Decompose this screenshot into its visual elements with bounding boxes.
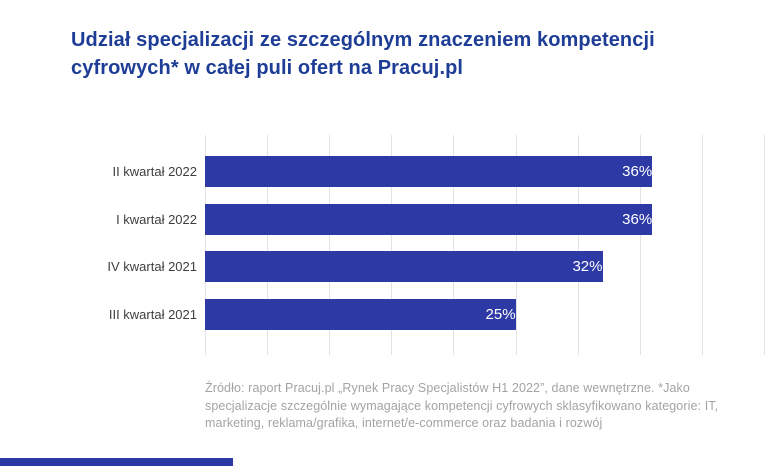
- bar-II kwartał 2022: 36%: [205, 156, 653, 187]
- footnote-line-2: specjalizacje szczególnie wymagające kom…: [205, 398, 719, 413]
- bar-III kwartał 2021: 25%: [205, 298, 516, 330]
- bar-value-label: 32%: [572, 258, 603, 276]
- bar-I kwartał 2022: 36%: [205, 203, 653, 235]
- chart-title: Udział specjalizacji ze szczególnym znac…: [71, 26, 731, 82]
- chart-title-line-1: Udział specjalizacji ze szczególnym znac…: [71, 29, 655, 51]
- gridline: [391, 135, 393, 355]
- bar-IV kwartał 2021: 32%: [205, 251, 603, 283]
- gridline: [701, 135, 703, 355]
- bar-value-label: 36%: [622, 163, 653, 180]
- chart-title-line-2: cyfrowych* w całej puli ofert na Pracuj.…: [71, 57, 464, 79]
- bar-value-label: 36%: [622, 210, 653, 228]
- gridline: [453, 135, 455, 355]
- category-label: II kwartał 2022: [112, 164, 197, 179]
- gridline: [764, 135, 765, 355]
- gridline: [329, 135, 331, 355]
- gridline: [515, 135, 517, 355]
- gridline: [205, 135, 206, 355]
- footnote-line-1: Źródło: raport Pracuj.pl „Rynek Pracy Sp…: [205, 381, 690, 395]
- category-label: III kwartał 2021: [108, 306, 197, 322]
- gridline: [267, 135, 269, 355]
- category-label: I kwartał 2022: [116, 211, 197, 227]
- category-label: IV kwartał 2021: [107, 259, 197, 275]
- gridline: [639, 135, 641, 355]
- footer-accent-bar: [0, 458, 233, 466]
- bar-chart: 36% II kwartał 2022 36% I kwartał 2022 32% IV…: [107, 135, 765, 355]
- gridline: [577, 135, 579, 355]
- footnote-line-3: marketing, reklama/grafika, internet/e-c…: [205, 416, 603, 430]
- source-footnote: Źródło: raport Pracuj.pl „Rynek Pracy Sp…: [205, 380, 750, 433]
- bar-value-label: 25%: [485, 305, 516, 323]
